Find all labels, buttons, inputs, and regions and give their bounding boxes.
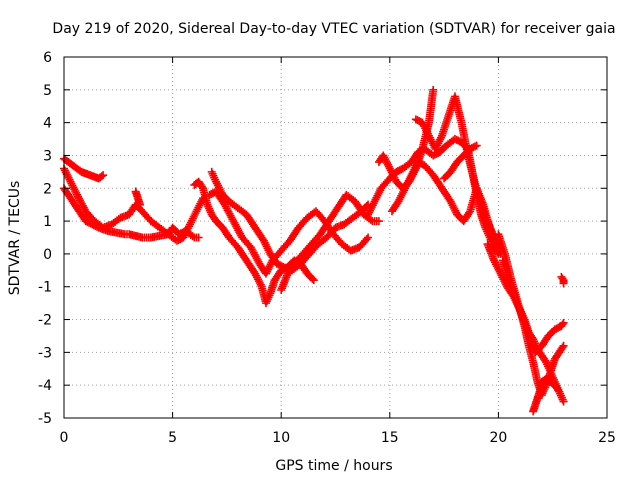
y-tick-label: 3 (43, 148, 52, 164)
x-tick-label: 25 (598, 430, 616, 446)
y-tick-label: -5 (38, 411, 52, 427)
axis-ticks: 0 5 10 15 20 25 -5 -4 -3 -2 -1 0 1 2 3 4 5 6 (38, 50, 616, 446)
data-series (498, 256, 568, 357)
data-series (440, 141, 481, 183)
x-tick-label: 15 (381, 430, 399, 446)
grid-lines (64, 57, 607, 418)
y-tick-label: 2 (43, 181, 52, 197)
data-series (277, 190, 383, 295)
x-tick-label: 20 (489, 430, 507, 446)
data-point (558, 320, 567, 329)
y-tick-label: 0 (43, 247, 52, 263)
data-point (429, 85, 438, 94)
y-tick-label: 5 (43, 83, 52, 99)
data-point (554, 386, 563, 395)
data-series (529, 374, 564, 416)
x-axis-label: GPS time / hours (275, 458, 392, 474)
plot-frame (63, 56, 608, 419)
data-point (559, 397, 568, 406)
data-point (362, 235, 371, 244)
data-series (557, 272, 568, 288)
data-point (362, 201, 371, 210)
data-point (188, 232, 197, 241)
data-point (136, 200, 145, 209)
data-point (374, 217, 383, 226)
data-point (366, 215, 375, 224)
data-point (194, 233, 203, 242)
data-point (99, 171, 108, 180)
data-point (309, 276, 318, 285)
data-point (559, 318, 568, 327)
y-tick-label: 6 (43, 50, 52, 66)
x-tick-label: 0 (60, 430, 69, 446)
y-axis-label: SDTVAR / TECUs (7, 181, 23, 296)
data-point (559, 279, 568, 288)
y-tick-label: -2 (38, 313, 52, 329)
data-point (555, 387, 564, 396)
data-point (559, 341, 568, 350)
data-point (197, 182, 206, 191)
data-point (558, 343, 567, 352)
data-points (60, 85, 568, 416)
y-tick-label: 4 (43, 116, 52, 132)
chart-title: Day 219 of 2020, Sidereal Day-to-day VTE… (52, 21, 615, 37)
y-tick-label: 1 (43, 214, 52, 230)
x-tick-label: 10 (272, 430, 290, 446)
y-tick-label: -1 (38, 280, 52, 296)
data-point (472, 141, 481, 150)
data-point (465, 208, 474, 217)
data-point (97, 172, 106, 181)
data-series (60, 154, 108, 183)
y-tick-label: -4 (38, 378, 52, 394)
data-point (471, 142, 480, 151)
y-tick-label: -3 (38, 345, 52, 361)
data-point (308, 274, 317, 283)
data-series (131, 187, 145, 209)
data-point (364, 233, 373, 242)
x-tick-label: 5 (168, 430, 177, 446)
